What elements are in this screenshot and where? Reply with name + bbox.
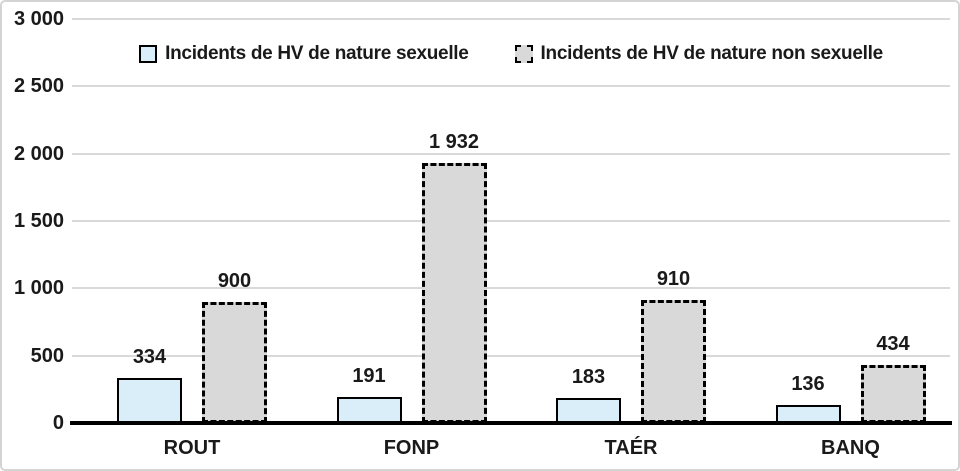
bar-fonp-incidents-de-hv-de-nature-non-sexuelle [421,162,487,423]
legend-swatch-dashed-icon [514,45,533,63]
gridline [72,85,950,88]
x-axis-category-label: ROUT [163,437,221,459]
legend: Incidents de HV de nature sexuelle Incid… [72,43,950,65]
x-axis-category-label: TAÉR [604,437,658,459]
bar-taer-incidents-de-hv-de-nature-non-sexuelle [641,300,706,423]
y-axis-tick-label: 1 500 [13,210,64,232]
legend-swatch-solid-icon [139,45,158,63]
bar-value-label: 334 [132,346,167,369]
bar-value-label: 910 [656,268,691,291]
gridline [72,354,950,357]
gridline [72,220,950,222]
bar-value-label: 183 [571,366,606,389]
y-axis-tick-label: 2 000 [13,142,64,165]
y-axis-tick-label: 2 500 [13,75,64,98]
bar-value-label: 191 [352,365,386,388]
legend-item-non-sexuelle: Incidents de HV de nature non sexuelle [514,43,884,65]
bar-taer-incidents-de-hv-de-nature-sexuelle [556,398,621,423]
x-axis-category-label: FONP [383,437,440,459]
y-axis-tick-label: 500 [30,344,64,367]
bar-rout-incidents-de-hv-de-nature-non-sexuelle [202,301,267,423]
y-axis-tick-label: 0 [52,412,64,434]
bar-rout-incidents-de-hv-de-nature-sexuelle [117,378,182,423]
x-axis-category-label: BANQ [821,437,880,459]
bar-value-label: 1 932 [428,130,480,153]
y-axis-tick-label: 3 000 [13,8,64,30]
bar-fonp-incidents-de-hv-de-nature-sexuelle [336,397,402,423]
bar-value-label: 434 [876,332,910,355]
bar-banq-incidents-de-hv-de-nature-non-sexuelle [860,364,926,423]
legend-label-sexuelle: Incidents de HV de nature sexuelle [165,43,469,64]
gridline [72,287,950,290]
gridline [72,152,950,155]
legend-label-non-sexuelle: Incidents de HV de nature non sexuelle [540,43,884,64]
legend-item-sexuelle: Incidents de HV de nature sexuelle [139,43,469,65]
bar-value-label: 136 [791,372,825,395]
y-axis-tick-label: 1 000 [13,277,64,300]
x-axis-line [70,421,952,425]
bar-value-label: 900 [217,269,252,292]
gridline [72,18,950,20]
